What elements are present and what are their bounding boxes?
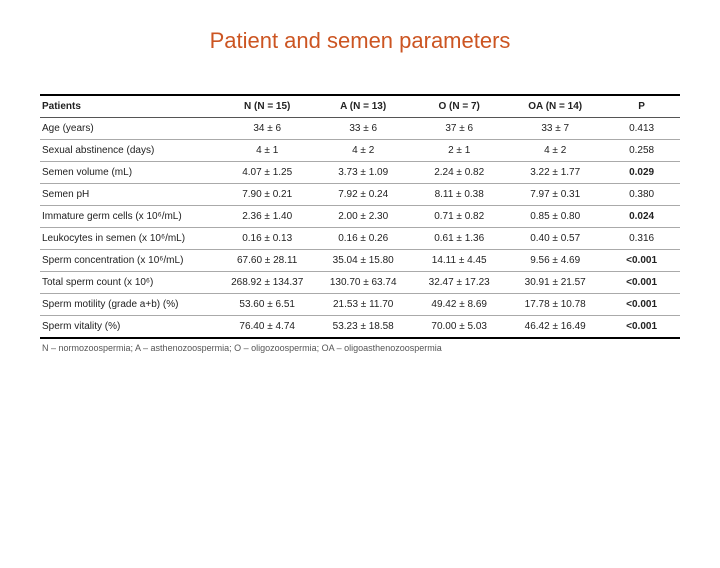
value-cell: 2 ± 1 <box>411 140 507 162</box>
p-value-cell: <0.001 <box>603 272 680 294</box>
param-cell: Sexual abstinence (days) <box>40 140 219 162</box>
value-cell: 46.42 ± 16.49 <box>507 316 603 339</box>
p-value-cell: 0.024 <box>603 206 680 228</box>
value-cell: 130.70 ± 63.74 <box>315 272 411 294</box>
p-value-cell: 0.029 <box>603 162 680 184</box>
table-row: Semen pH7.90 ± 0.217.92 ± 0.248.11 ± 0.3… <box>40 184 680 206</box>
value-cell: 8.11 ± 0.38 <box>411 184 507 206</box>
table-header-row: Patients N (N = 15) A (N = 13) O (N = 7)… <box>40 95 680 118</box>
param-cell: Immature germ cells (x 10⁶/mL) <box>40 206 219 228</box>
value-cell: 0.16 ± 0.26 <box>315 228 411 250</box>
value-cell: 0.71 ± 0.82 <box>411 206 507 228</box>
value-cell: 33 ± 7 <box>507 118 603 140</box>
value-cell: 35.04 ± 15.80 <box>315 250 411 272</box>
value-cell: 53.23 ± 18.58 <box>315 316 411 339</box>
value-cell: 7.92 ± 0.24 <box>315 184 411 206</box>
value-cell: 4 ± 2 <box>315 140 411 162</box>
value-cell: 30.91 ± 21.57 <box>507 272 603 294</box>
param-cell: Sperm vitality (%) <box>40 316 219 339</box>
table-row: Age (years)34 ± 633 ± 637 ± 633 ± 70.413 <box>40 118 680 140</box>
header-p: P <box>603 95 680 118</box>
param-cell: Sperm concentration (x 10⁶/mL) <box>40 250 219 272</box>
value-cell: 3.22 ± 1.77 <box>507 162 603 184</box>
header-patients: Patients <box>40 95 219 118</box>
value-cell: 4 ± 1 <box>219 140 315 162</box>
value-cell: 268.92 ± 134.37 <box>219 272 315 294</box>
table-row: Sperm vitality (%)76.40 ± 4.7453.23 ± 18… <box>40 316 680 339</box>
table-row: Immature germ cells (x 10⁶/mL)2.36 ± 1.4… <box>40 206 680 228</box>
value-cell: 70.00 ± 5.03 <box>411 316 507 339</box>
param-cell: Age (years) <box>40 118 219 140</box>
page-title: Patient and semen parameters <box>0 28 720 54</box>
header-group-oa: OA (N = 14) <box>507 95 603 118</box>
value-cell: 34 ± 6 <box>219 118 315 140</box>
value-cell: 2.36 ± 1.40 <box>219 206 315 228</box>
value-cell: 2.00 ± 2.30 <box>315 206 411 228</box>
p-value-cell: <0.001 <box>603 316 680 339</box>
p-value-cell: <0.001 <box>603 294 680 316</box>
param-cell: Semen volume (mL) <box>40 162 219 184</box>
param-cell: Sperm motility (grade a+b) (%) <box>40 294 219 316</box>
value-cell: 0.85 ± 0.80 <box>507 206 603 228</box>
p-value-cell: 0.380 <box>603 184 680 206</box>
value-cell: 32.47 ± 17.23 <box>411 272 507 294</box>
value-cell: 7.90 ± 0.21 <box>219 184 315 206</box>
value-cell: 9.56 ± 4.69 <box>507 250 603 272</box>
table-row: Sexual abstinence (days)4 ± 14 ± 22 ± 14… <box>40 140 680 162</box>
value-cell: 76.40 ± 4.74 <box>219 316 315 339</box>
value-cell: 37 ± 6 <box>411 118 507 140</box>
p-value-cell: 0.258 <box>603 140 680 162</box>
value-cell: 3.73 ± 1.09 <box>315 162 411 184</box>
value-cell: 33 ± 6 <box>315 118 411 140</box>
p-value-cell: 0.413 <box>603 118 680 140</box>
table-row: Sperm motility (grade a+b) (%)53.60 ± 6.… <box>40 294 680 316</box>
param-cell: Total sperm count (x 10⁶) <box>40 272 219 294</box>
value-cell: 0.61 ± 1.36 <box>411 228 507 250</box>
header-group-n: N (N = 15) <box>219 95 315 118</box>
value-cell: 17.78 ± 10.78 <box>507 294 603 316</box>
header-group-a: A (N = 13) <box>315 95 411 118</box>
value-cell: 4.07 ± 1.25 <box>219 162 315 184</box>
param-cell: Leukocytes in semen (x 10⁶/mL) <box>40 228 219 250</box>
table-row: Sperm concentration (x 10⁶/mL)67.60 ± 28… <box>40 250 680 272</box>
param-cell: Semen pH <box>40 184 219 206</box>
value-cell: 0.16 ± 0.13 <box>219 228 315 250</box>
table-body: Age (years)34 ± 633 ± 637 ± 633 ± 70.413… <box>40 118 680 339</box>
value-cell: 21.53 ± 11.70 <box>315 294 411 316</box>
table-row: Total sperm count (x 10⁶)268.92 ± 134.37… <box>40 272 680 294</box>
p-value-cell: 0.316 <box>603 228 680 250</box>
value-cell: 0.40 ± 0.57 <box>507 228 603 250</box>
table-row: Leukocytes in semen (x 10⁶/mL)0.16 ± 0.1… <box>40 228 680 250</box>
table-row: Semen volume (mL)4.07 ± 1.253.73 ± 1.092… <box>40 162 680 184</box>
value-cell: 67.60 ± 28.11 <box>219 250 315 272</box>
p-value-cell: <0.001 <box>603 250 680 272</box>
value-cell: 2.24 ± 0.82 <box>411 162 507 184</box>
parameters-table: Patients N (N = 15) A (N = 13) O (N = 7)… <box>40 94 680 339</box>
header-group-o: O (N = 7) <box>411 95 507 118</box>
value-cell: 7.97 ± 0.31 <box>507 184 603 206</box>
value-cell: 49.42 ± 8.69 <box>411 294 507 316</box>
value-cell: 4 ± 2 <box>507 140 603 162</box>
parameters-table-container: Patients N (N = 15) A (N = 13) O (N = 7)… <box>40 94 680 353</box>
value-cell: 53.60 ± 6.51 <box>219 294 315 316</box>
table-footnote: N – normozoospermia; A – asthenozoosperm… <box>40 343 680 353</box>
value-cell: 14.11 ± 4.45 <box>411 250 507 272</box>
